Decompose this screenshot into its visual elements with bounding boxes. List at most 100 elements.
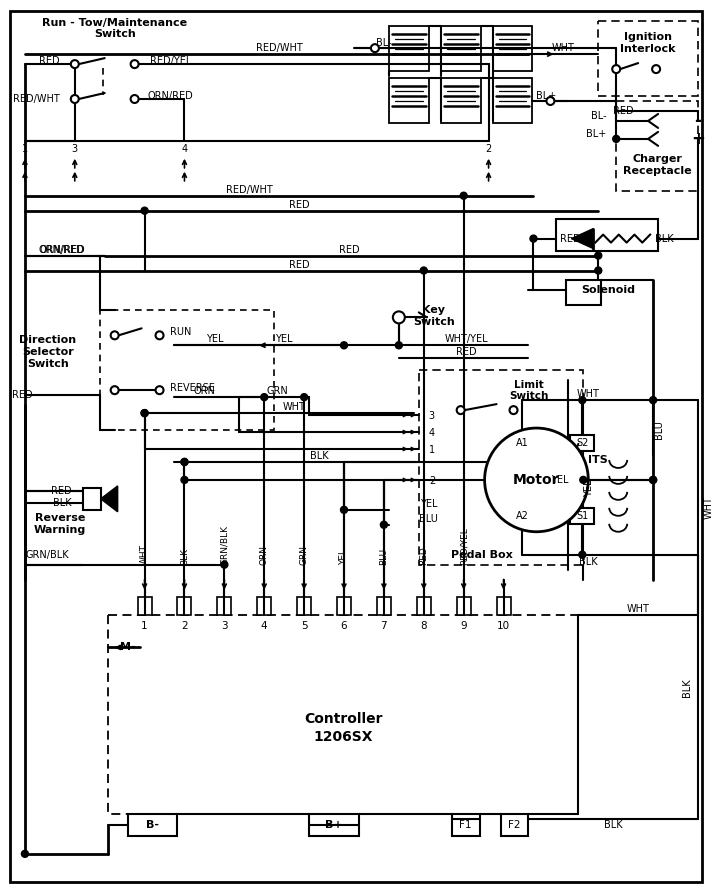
Text: 4: 4 xyxy=(181,144,188,154)
Bar xyxy=(417,597,431,614)
Circle shape xyxy=(612,65,620,73)
Circle shape xyxy=(595,252,602,259)
Bar xyxy=(570,508,594,524)
Text: 1: 1 xyxy=(141,622,148,631)
Text: RED/YEL: RED/YEL xyxy=(149,56,191,66)
Text: Motor: Motor xyxy=(513,473,560,487)
Circle shape xyxy=(181,458,188,465)
Text: Key: Key xyxy=(422,305,446,315)
Circle shape xyxy=(371,44,379,52)
Text: 4: 4 xyxy=(261,622,268,631)
Text: WHT: WHT xyxy=(283,402,306,412)
Text: Ignition: Ignition xyxy=(624,32,672,42)
Circle shape xyxy=(652,65,660,73)
Text: S2: S2 xyxy=(576,438,588,448)
Text: RED: RED xyxy=(289,260,309,270)
Text: WHT/YEL: WHT/YEL xyxy=(445,334,488,345)
Circle shape xyxy=(396,342,402,349)
Text: RED: RED xyxy=(613,106,633,116)
Circle shape xyxy=(141,410,148,417)
Bar xyxy=(100,311,274,430)
Text: WHT: WHT xyxy=(577,389,600,399)
Circle shape xyxy=(650,476,657,483)
Circle shape xyxy=(261,394,268,401)
Text: WHT: WHT xyxy=(704,497,714,519)
Text: ORN: ORN xyxy=(260,545,268,564)
Circle shape xyxy=(156,331,164,339)
Text: RED: RED xyxy=(51,486,72,496)
Text: 1206SX: 1206SX xyxy=(313,730,373,744)
Bar xyxy=(511,508,535,524)
Bar xyxy=(496,597,511,614)
Text: RED/WHT: RED/WHT xyxy=(226,185,273,195)
Text: 10: 10 xyxy=(497,622,510,631)
Circle shape xyxy=(530,235,537,242)
Circle shape xyxy=(181,476,188,483)
Text: A2: A2 xyxy=(516,511,529,521)
Circle shape xyxy=(460,192,467,199)
Text: GRN: GRN xyxy=(300,545,308,564)
Circle shape xyxy=(181,458,188,465)
Bar xyxy=(257,597,271,614)
Circle shape xyxy=(111,331,119,339)
Bar xyxy=(138,597,151,614)
Text: B+: B+ xyxy=(325,820,343,830)
Text: YEL: YEL xyxy=(584,480,594,497)
Circle shape xyxy=(650,396,657,404)
Text: F1: F1 xyxy=(459,820,472,830)
Bar xyxy=(598,21,698,96)
Text: YEL: YEL xyxy=(206,334,223,345)
Bar xyxy=(217,597,231,614)
Circle shape xyxy=(141,410,148,417)
Text: Switch: Switch xyxy=(413,317,455,328)
Text: 9: 9 xyxy=(461,622,467,631)
Text: BLK: BLK xyxy=(682,678,692,697)
Text: BLK: BLK xyxy=(604,820,623,830)
Circle shape xyxy=(650,476,657,483)
Text: Charger: Charger xyxy=(632,154,682,163)
Circle shape xyxy=(301,394,308,401)
Bar xyxy=(297,597,311,614)
Text: RED/YEL: RED/YEL xyxy=(459,527,468,564)
Text: 3: 3 xyxy=(429,411,435,421)
Text: 1: 1 xyxy=(22,144,28,154)
Text: Switch: Switch xyxy=(94,29,136,39)
Text: RED: RED xyxy=(11,390,32,400)
Text: ORN/RED: ORN/RED xyxy=(148,91,193,101)
Text: F2: F2 xyxy=(508,820,521,830)
Text: 4: 4 xyxy=(429,428,435,438)
Text: ORN/RED: ORN/RED xyxy=(40,245,86,255)
Text: YEL: YEL xyxy=(420,499,438,509)
Text: BLK: BLK xyxy=(579,556,598,567)
Bar xyxy=(511,435,535,451)
Bar xyxy=(419,371,583,564)
Text: YEL: YEL xyxy=(276,334,293,345)
Text: BL+: BL+ xyxy=(586,129,606,139)
Text: +: + xyxy=(691,129,705,148)
Text: Reverse: Reverse xyxy=(35,513,85,522)
Text: Receptacle: Receptacle xyxy=(623,166,691,176)
Text: 5: 5 xyxy=(301,622,308,631)
Text: 7: 7 xyxy=(381,622,387,631)
Text: 6: 6 xyxy=(341,622,347,631)
Text: YEL: YEL xyxy=(551,475,568,485)
Text: RED: RED xyxy=(289,200,309,210)
Bar xyxy=(389,26,429,71)
Text: ORN/RED: ORN/RED xyxy=(39,245,85,255)
Circle shape xyxy=(156,386,164,394)
Text: Switch: Switch xyxy=(509,391,548,401)
Text: Controller: Controller xyxy=(303,713,382,726)
Text: Warning: Warning xyxy=(34,525,86,535)
Text: ITS: ITS xyxy=(588,455,608,465)
Bar xyxy=(377,597,391,614)
Bar xyxy=(178,597,191,614)
Circle shape xyxy=(579,551,585,558)
Text: RED: RED xyxy=(39,56,60,66)
Text: Interlock: Interlock xyxy=(620,44,676,54)
Text: 2: 2 xyxy=(429,476,435,486)
Text: 2: 2 xyxy=(181,622,188,631)
Text: BLU: BLU xyxy=(419,513,438,524)
Bar xyxy=(501,814,528,836)
Text: Solenoid: Solenoid xyxy=(581,286,635,296)
Text: B-: B- xyxy=(146,820,159,830)
